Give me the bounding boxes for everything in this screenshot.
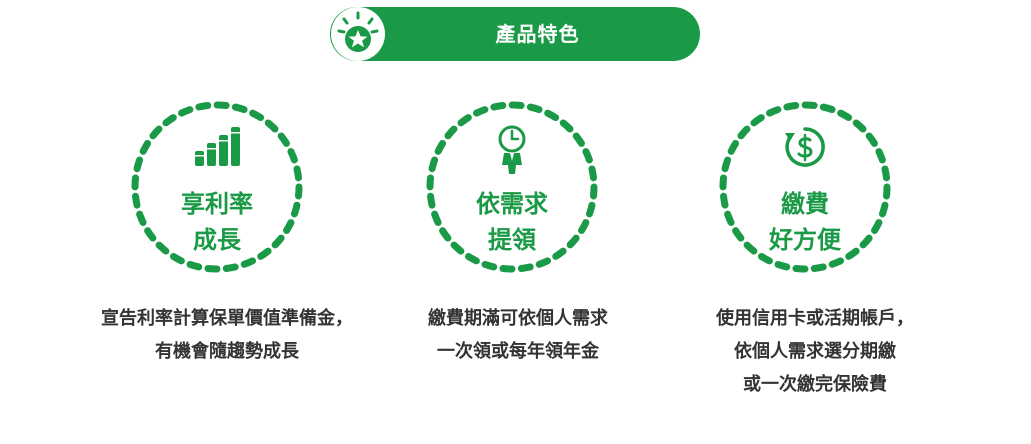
description-line: 宣告利率計算保單價值準備金，: [101, 308, 353, 329]
description-line: 使用信用卡或活期帳戶，: [716, 308, 914, 329]
dollar-cycle-icon: [785, 127, 825, 167]
feature-description: 繳費期滿可依個人需求 一次領或每年領年金: [392, 302, 644, 368]
person-clock-icon: [498, 125, 526, 174]
dashed-ring: [719, 101, 891, 273]
description-line: 一次領或每年領年金: [437, 341, 599, 362]
feature-label-line1: 繳費: [781, 190, 829, 218]
section-title: 產品特色: [495, 22, 580, 46]
feature-label-line1: 依需求: [476, 190, 548, 218]
feature-label-line1: 享利率: [181, 190, 253, 218]
feature-flexible-withdrawal: 依需求 提領: [420, 95, 604, 279]
header-banner: [330, 7, 700, 61]
dashed-ring: [426, 101, 598, 273]
feature-description: 宣告利率計算保單價值準備金， 有機會隨趨勢成長: [62, 302, 392, 368]
feature-description: 使用信用卡或活期帳戶， 依個人需求選分期繳 或一次繳完保險費: [670, 302, 960, 401]
feature-label-line2: 好方便: [769, 226, 841, 254]
description-line: 有機會隨趨勢成長: [155, 341, 299, 362]
star-burst-icon: [331, 7, 385, 61]
description-line: 依個人需求選分期繳: [734, 341, 896, 362]
bar-chart-coins-icon: [195, 127, 240, 166]
feature-rate-growth: 享利率 成長: [125, 95, 309, 279]
feature-label-line2: 提領: [488, 226, 536, 254]
dashed-ring: [131, 101, 303, 273]
feature-easy-payment: 繳費 好方便: [713, 95, 897, 279]
description-line: 或一次繳完保險費: [743, 374, 887, 395]
feature-label-line2: 成長: [193, 226, 241, 254]
description-line: 繳費期滿可依個人需求: [428, 308, 608, 329]
